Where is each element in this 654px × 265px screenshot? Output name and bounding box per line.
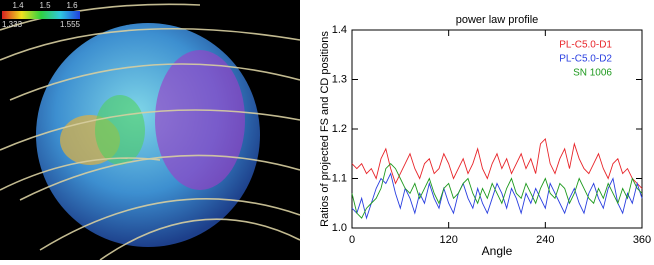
legend-label: PL-C5.0-D1 <box>559 40 612 51</box>
chart-title: power law profile <box>456 14 539 26</box>
x-tick-label: 120 <box>439 234 457 246</box>
y-tick-label: 1.4 <box>332 24 347 36</box>
y-tick-label: 1.3 <box>332 73 347 85</box>
y-axis-label: Ratios of projected FS and CD positions <box>319 31 331 227</box>
series-line <box>351 137 643 189</box>
y-tick-label: 1.1 <box>332 172 347 184</box>
colorbar-tick-label: 1.6 <box>66 1 78 10</box>
x-tick-label: 360 <box>633 234 651 246</box>
colorbar-range-label: 1.555 <box>60 20 81 29</box>
colorbar-tick-label: 1.4 <box>12 1 24 10</box>
colorbar-range-label: 1.333 <box>2 20 23 29</box>
blob <box>155 50 245 190</box>
x-tick-label: 240 <box>536 234 554 246</box>
colorbar <box>2 11 80 19</box>
colorbar-tick-label: 1.5 <box>39 1 51 10</box>
y-tick-label: 1.0 <box>332 222 347 234</box>
y-tick-label: 1.2 <box>332 123 347 135</box>
x-tick-label: 0 <box>349 234 355 246</box>
x-axis-label: Angle <box>482 244 513 258</box>
rendering-panel: 1.4 1.5 1.6 1.333 1.555 <box>0 0 301 261</box>
legend-label: SN 1006 <box>573 68 612 79</box>
series-line <box>351 163 643 219</box>
field-lines <box>0 3 301 261</box>
series-line <box>351 172 643 220</box>
blob <box>95 95 145 165</box>
legend-label: PL-C5.0-D2 <box>559 54 612 65</box>
